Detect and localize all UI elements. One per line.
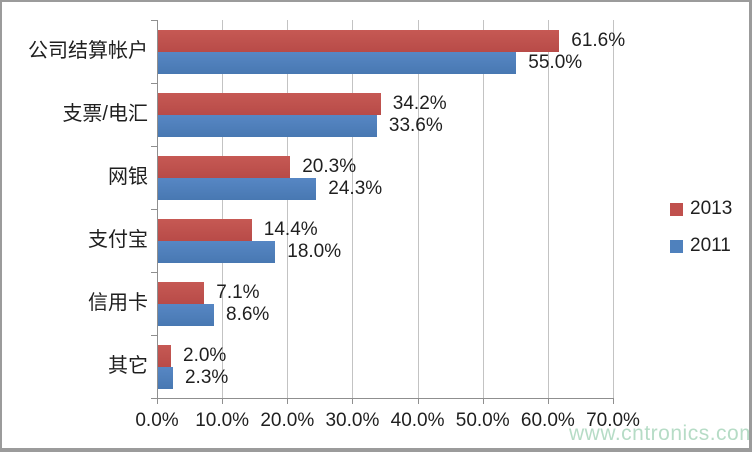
bar-2011-支付宝 xyxy=(158,240,276,263)
bar-2011-支票/电汇 xyxy=(158,114,377,137)
x-axis-tick xyxy=(222,398,224,404)
gridline xyxy=(222,20,224,398)
value-label: 2.0% xyxy=(183,344,227,366)
x-axis-tick xyxy=(613,398,614,404)
x-axis-tick xyxy=(352,398,354,404)
x-tick-label: 0.0% xyxy=(135,410,179,431)
category-label: 网银 xyxy=(108,166,148,188)
bar-2013-公司结算帐户 xyxy=(158,29,560,52)
value-label: 24.3% xyxy=(328,177,383,199)
value-label: 55.0% xyxy=(528,51,583,73)
category-tick xyxy=(151,272,157,273)
x-tick-label: 30.0% xyxy=(325,410,380,431)
x-axis-line xyxy=(157,398,614,399)
gridline xyxy=(417,20,419,398)
x-tick-label: 60.0% xyxy=(520,410,575,431)
bar-2011-网银 xyxy=(158,177,317,200)
legend-label: 2011 xyxy=(690,235,731,256)
legend-swatch-icon xyxy=(670,239,683,253)
gridline xyxy=(547,20,549,398)
legend-swatch-icon xyxy=(670,202,683,216)
value-label: 2.3% xyxy=(184,366,229,388)
category-label: 支票/电汇 xyxy=(62,103,148,125)
gridline xyxy=(352,20,354,398)
x-tick-label: 40.0% xyxy=(390,410,445,431)
category-label: 公司结算帐户 xyxy=(28,40,148,62)
bar-2013-支付宝 xyxy=(158,218,252,241)
category-tick xyxy=(151,209,157,210)
x-tick-label: 10.0% xyxy=(195,410,250,431)
x-axis-tick xyxy=(482,398,484,404)
bar-2013-信用卡 xyxy=(158,281,205,304)
category-tick xyxy=(151,20,157,21)
y-axis-line xyxy=(157,20,158,399)
x-axis-tick xyxy=(157,398,158,404)
bar-2013-其它 xyxy=(158,344,172,367)
value-label: 7.1% xyxy=(216,281,260,303)
bar-2013-网银 xyxy=(158,155,291,178)
value-label: 20.3% xyxy=(302,155,357,177)
value-label: 14.4% xyxy=(263,218,318,240)
x-tick-label: 70.0% xyxy=(586,410,640,431)
bar-2011-其它 xyxy=(158,366,173,389)
value-label: 8.6% xyxy=(226,303,270,325)
legend-item-2013: 2013 xyxy=(670,198,732,220)
bar-2013-支票/电汇 xyxy=(158,92,381,115)
bar-2011-信用卡 xyxy=(158,303,215,326)
category-tick xyxy=(151,83,157,84)
category-label: 信用卡 xyxy=(88,292,148,314)
watermark-text: www.cntronics.com xyxy=(569,422,752,445)
legend-label: 2013 xyxy=(690,198,733,219)
x-axis-tick xyxy=(417,398,419,404)
chart-legend: 2013 2011 xyxy=(670,198,732,272)
gridline xyxy=(613,20,614,398)
value-label: 61.6% xyxy=(571,29,626,51)
x-axis-tick xyxy=(287,398,289,404)
value-label: 33.6% xyxy=(388,114,443,136)
category-tick xyxy=(151,146,157,147)
x-axis-tick xyxy=(547,398,549,404)
legend-item-2011: 2011 xyxy=(670,235,732,257)
gridline xyxy=(482,20,484,398)
bar-2011-公司结算帐户 xyxy=(158,51,517,74)
value-label: 18.0% xyxy=(287,240,342,262)
category-tick xyxy=(151,335,157,336)
category-tick xyxy=(151,398,157,399)
gridline xyxy=(287,20,289,398)
value-label: 34.2% xyxy=(392,92,447,114)
category-label: 支付宝 xyxy=(88,229,148,251)
x-tick-label: 20.0% xyxy=(260,410,315,431)
x-tick-label: 50.0% xyxy=(455,410,510,431)
category-label: 其它 xyxy=(108,355,148,377)
